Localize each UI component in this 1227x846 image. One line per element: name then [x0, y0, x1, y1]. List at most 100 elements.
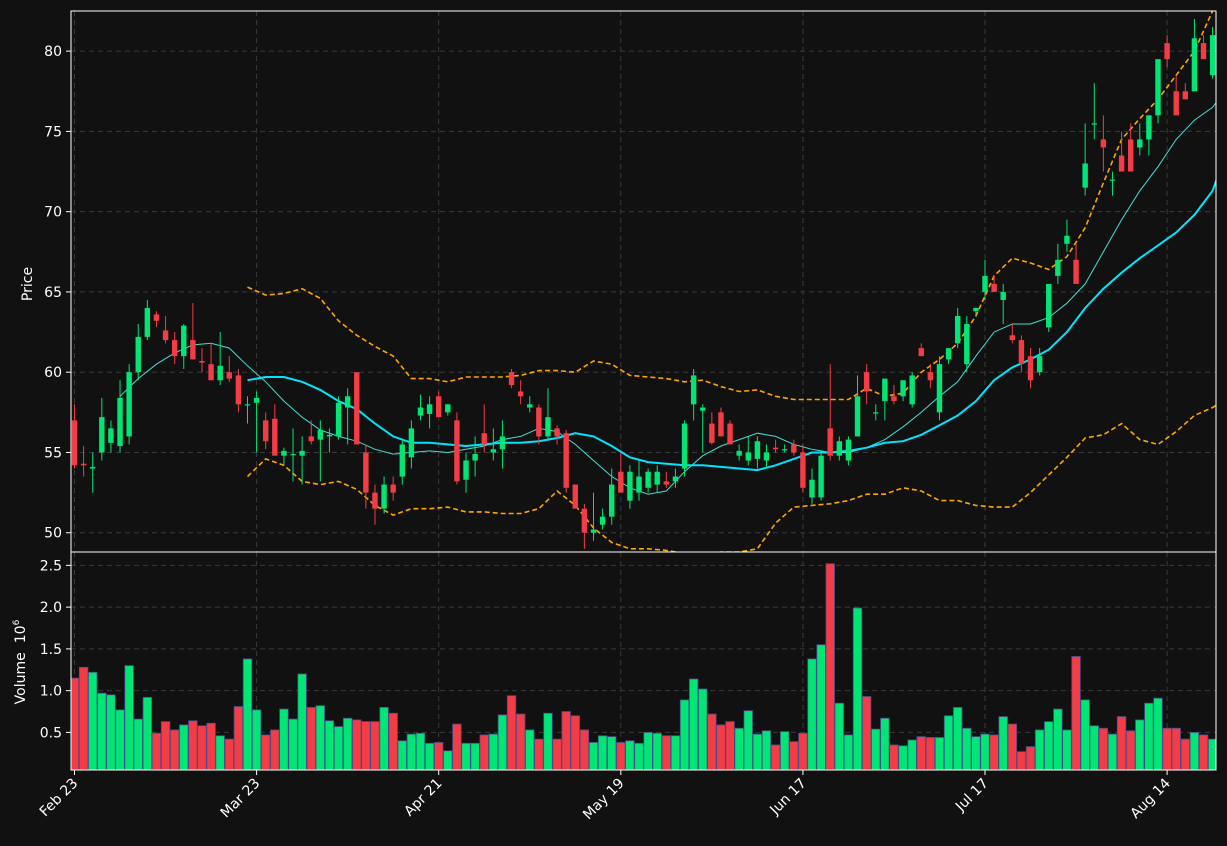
volume-bar: [79, 667, 88, 770]
candle-body: [1010, 335, 1015, 340]
volume-bar: [498, 715, 507, 770]
candle-body: [609, 485, 614, 517]
volume-axis-ticks: 0.51.01.52.02.5: [40, 558, 71, 741]
candle-body: [909, 375, 914, 404]
candle-body: [372, 493, 377, 509]
candle-body: [673, 477, 678, 482]
candle-body: [236, 375, 241, 404]
candle-body: [117, 398, 122, 446]
volume-bar: [1199, 735, 1208, 770]
candle-body: [381, 485, 386, 509]
candle-body: [400, 444, 405, 476]
volume-bar: [434, 742, 443, 770]
price-panel-frame: [71, 11, 1216, 552]
candle-body: [190, 340, 195, 359]
volume-bar: [334, 727, 343, 770]
volume-bar: [261, 735, 270, 770]
volume-bar: [170, 730, 179, 770]
candle-body: [1046, 284, 1051, 327]
candle-body: [1073, 260, 1078, 284]
candle-body: [309, 436, 314, 441]
candle-body: [1028, 356, 1033, 380]
volume-bar: [88, 672, 97, 770]
volume-bar: [571, 716, 580, 770]
candle-body: [809, 480, 814, 498]
volume-bar: [362, 722, 371, 770]
volume-bar: [890, 745, 899, 770]
volume-bar: [444, 751, 453, 770]
volume-bar: [1044, 722, 1053, 770]
volume-bar: [1163, 728, 1172, 770]
candle-body: [982, 276, 987, 292]
volume-bar: [1126, 731, 1135, 770]
volume-bar: [234, 707, 243, 770]
panel-frames: [71, 11, 1216, 770]
candle-body: [163, 330, 168, 340]
candle-body: [900, 380, 905, 396]
candle-body: [199, 361, 204, 363]
candle-body: [828, 428, 833, 455]
volume-bar: [908, 740, 917, 770]
volume-bar: [899, 746, 908, 770]
candle-body: [764, 452, 769, 460]
price-axis-label: Price: [20, 267, 36, 301]
candle-body: [463, 460, 468, 479]
date-tick-label: Aug 14: [1128, 775, 1174, 821]
candle-body: [1092, 123, 1097, 124]
candle-body: [573, 485, 578, 509]
volume-bar: [607, 737, 616, 770]
candle-body: [81, 464, 86, 466]
candle-body: [327, 435, 332, 437]
candle-body: [563, 433, 568, 488]
volume-bar: [981, 734, 990, 770]
candle-body: [390, 485, 395, 493]
candle-body: [108, 428, 113, 442]
candle-body: [145, 308, 150, 337]
candle-body: [964, 324, 969, 364]
volume-bar: [116, 710, 125, 770]
candle-body: [427, 404, 432, 414]
candle-body: [655, 472, 660, 485]
candle-body: [491, 449, 496, 452]
candle-body: [1137, 139, 1142, 147]
bollinger-bands: [248, 11, 1227, 555]
candle-body: [582, 509, 587, 533]
candle-body: [1128, 139, 1133, 171]
volume-bar: [789, 742, 798, 770]
price-gridlines: [71, 11, 1216, 552]
volume-bar: [953, 707, 962, 770]
volume-bar: [926, 737, 935, 770]
volume-bar: [762, 731, 771, 770]
volume-bar: [1026, 747, 1035, 770]
candle-body: [645, 472, 650, 488]
candle-body: [482, 433, 487, 444]
volume-bar: [198, 726, 207, 770]
volume-bar: [280, 709, 289, 770]
volume-bar: [352, 720, 361, 770]
volume-bar: [1072, 656, 1081, 770]
volume-bar: [462, 743, 471, 770]
volume-bar: [1135, 720, 1144, 770]
price-tick-label: 50: [44, 526, 62, 542]
candle-body: [90, 467, 95, 469]
candle-body: [1192, 38, 1197, 91]
candle-body: [682, 424, 687, 469]
volume-bar: [717, 725, 726, 770]
long-moving-average-line: [248, 139, 1227, 470]
volume-bar: [589, 742, 598, 770]
candle-body: [99, 417, 104, 452]
candle-body: [882, 379, 887, 401]
candle-body: [991, 284, 996, 292]
volume-tick-label: 1.5: [40, 642, 62, 658]
candle-body: [72, 420, 77, 465]
volume-bar: [516, 714, 525, 770]
candle-body: [436, 396, 441, 417]
volume-bar: [698, 689, 707, 770]
short-moving-average-line: [120, 83, 1227, 494]
volume-bar: [1017, 752, 1026, 770]
candle-body: [409, 428, 414, 457]
volume-bar: [1063, 730, 1072, 770]
